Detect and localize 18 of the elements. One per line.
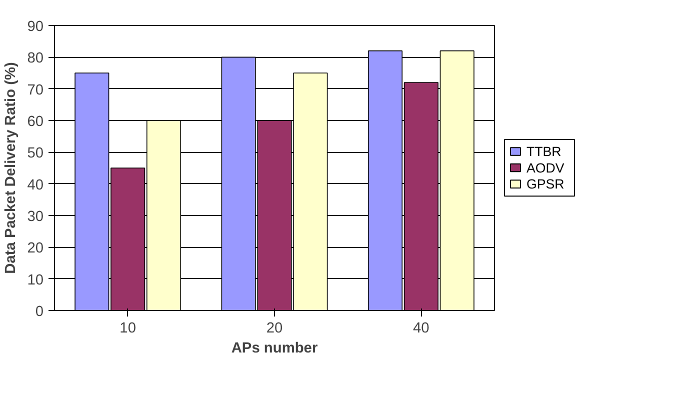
x-tick-label: 20	[266, 320, 283, 336]
y-tick-label: 60	[27, 114, 44, 130]
y-tick-label: 0	[35, 304, 44, 320]
y-tick-label: 10	[27, 272, 44, 288]
x-tick-label: 40	[413, 320, 430, 336]
y-tick-label: 70	[27, 82, 44, 98]
y-tick-label: 80	[27, 50, 44, 67]
y-tick-label: 50	[27, 146, 44, 162]
y-tick-label: 20	[27, 240, 44, 257]
x-axis-title: APs number	[231, 340, 318, 356]
x-tick-label: 10	[120, 320, 136, 336]
y-tick-label: 30	[27, 209, 44, 225]
legend-label: GPSR	[526, 176, 564, 192]
legend-label: TTBR	[526, 144, 562, 159]
y-axis-title: Data Packet Delivery Ratio (%)	[3, 62, 20, 274]
y-tick-label: 40	[27, 177, 44, 194]
legend-label: AODV	[526, 160, 564, 176]
y-tick-label: 90	[27, 19, 44, 35]
